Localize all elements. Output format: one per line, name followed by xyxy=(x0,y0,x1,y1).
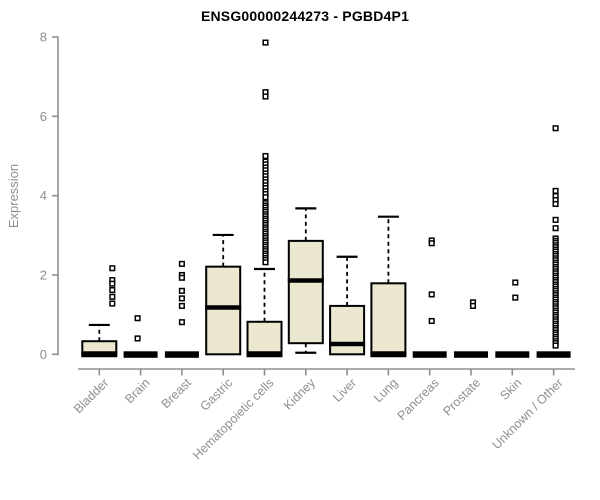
x-tick-label: Brain xyxy=(122,376,153,407)
outlier-point xyxy=(178,302,185,309)
outlier-point xyxy=(178,260,185,267)
outlier-point xyxy=(552,225,559,232)
x-tick-label: Skin xyxy=(497,376,524,403)
y-tick-label: 8 xyxy=(40,30,47,45)
outlier-point xyxy=(134,315,141,322)
outlier-point xyxy=(262,39,269,46)
x-tick-label: Gastric xyxy=(197,376,235,414)
iqr-box-3 xyxy=(205,265,242,356)
collapsed-box-10 xyxy=(495,351,530,358)
outlier-point xyxy=(178,274,185,281)
collapsed-box-9 xyxy=(454,351,488,358)
collapsed-box-11 xyxy=(536,351,571,358)
x-tick-label: Liver xyxy=(330,376,359,405)
outlier-point xyxy=(512,279,519,286)
outlier-point xyxy=(178,287,185,294)
x-tick-label: Kidney xyxy=(281,375,318,412)
y-tick-label: 2 xyxy=(40,267,47,282)
outlier-point xyxy=(262,259,269,266)
outlier-point xyxy=(552,187,559,194)
outlier-point xyxy=(262,152,269,160)
collapsed-box-8 xyxy=(412,351,447,358)
outlier-point xyxy=(552,342,559,349)
x-tick-label: Prostate xyxy=(440,376,483,419)
x-tick-label: Breast xyxy=(159,375,195,411)
x-tick-label: Unknown / Other xyxy=(489,376,565,452)
collapsed-box-1 xyxy=(123,351,158,358)
iqr-box-6 xyxy=(329,304,366,356)
chart-title: ENSG00000244273 - PGBD4P1 xyxy=(200,8,410,24)
outlier-point xyxy=(262,93,269,100)
outlier-point xyxy=(134,335,141,342)
outlier-point xyxy=(552,216,559,223)
outlier-point xyxy=(428,291,435,298)
outlier-point xyxy=(178,319,185,326)
y-tick-label: 6 xyxy=(40,109,47,124)
x-tick-label: Bladder xyxy=(71,376,111,416)
iqr-box-4 xyxy=(246,320,283,356)
outlier-point xyxy=(109,287,116,294)
outlier-point xyxy=(552,200,559,208)
x-tick-label: Pancreas xyxy=(395,376,442,423)
outlier-point xyxy=(428,317,435,325)
outlier-point xyxy=(469,302,477,309)
collapsed-box-2 xyxy=(164,351,199,358)
y-tick-label: 0 xyxy=(40,347,47,362)
outlier-point xyxy=(109,300,116,307)
outlier-point xyxy=(512,294,519,301)
x-tick-label: Hematopoietic cells xyxy=(190,376,277,463)
outlier-point xyxy=(109,265,116,272)
outlier-point xyxy=(178,295,185,302)
outlier-point xyxy=(428,240,435,247)
iqr-box-5 xyxy=(287,239,324,345)
outlier-point xyxy=(109,280,116,287)
outlier-point xyxy=(262,194,269,201)
outlier-point xyxy=(552,125,559,132)
x-tick-label: Lung xyxy=(371,376,401,406)
iqr-box-7 xyxy=(370,282,407,356)
outlier-point xyxy=(109,293,116,300)
y-tick-label: 4 xyxy=(40,188,47,203)
